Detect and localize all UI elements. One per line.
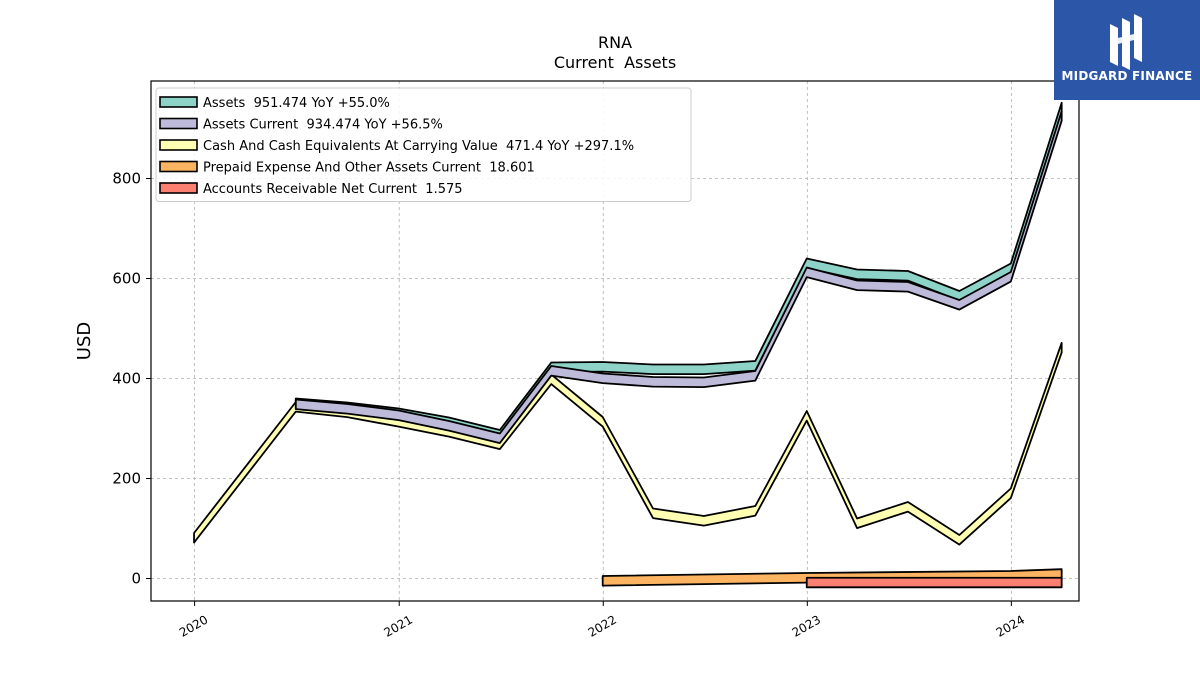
legend-label: Prepaid Expense And Other Assets Current… xyxy=(203,161,535,176)
ticks: 2020 2021 2022 2023 2024 0 200 400 600 800 xyxy=(112,170,1027,640)
chart-subtitle: Current Assets xyxy=(554,53,676,72)
legend-label: Cash And Cash Equivalents At Carrying Va… xyxy=(203,139,634,154)
x-tick-label: 2022 xyxy=(586,612,619,639)
x-tick-label: 2024 xyxy=(994,612,1027,639)
legend-swatch xyxy=(159,182,198,194)
x-tick-label: 2021 xyxy=(382,612,415,639)
legend-swatch xyxy=(159,117,198,130)
legend-swatch xyxy=(159,139,198,151)
y-axis-label: USD xyxy=(74,322,95,360)
y-tick-label: 200 xyxy=(112,470,141,488)
logo-mark-icon xyxy=(1110,14,1142,70)
x-tick-label: 2023 xyxy=(790,612,823,639)
series-receivables xyxy=(805,576,1063,589)
plot-frame xyxy=(150,80,1080,602)
logo-text: MIDGARD FINANCE xyxy=(1061,69,1193,83)
y-tick-label: 400 xyxy=(112,370,141,388)
series-assets-current xyxy=(294,110,1063,445)
legend: Assets 951.474 YoY +55.0% Assets Current … xyxy=(155,87,692,202)
x-tick-label: 2020 xyxy=(177,612,210,639)
legend-swatch xyxy=(159,96,198,108)
brand-logo: MIDGARD FINANCE xyxy=(1054,0,1200,100)
legend-label: Accounts Receivable Net Current 1.575 xyxy=(203,182,463,197)
y-tick-label: 600 xyxy=(112,270,141,288)
y-tick-label: 800 xyxy=(112,170,141,188)
legend-box xyxy=(155,87,692,202)
chart-title: RNA xyxy=(598,33,632,52)
legend-label: Assets 951.474 YoY +55.0% xyxy=(203,96,390,111)
y-tick-label: 0 xyxy=(131,570,141,588)
legend-swatch xyxy=(159,160,198,173)
legend-label: Assets Current 934.474 YoY +56.5% xyxy=(203,118,443,133)
series-layer xyxy=(193,101,1063,589)
